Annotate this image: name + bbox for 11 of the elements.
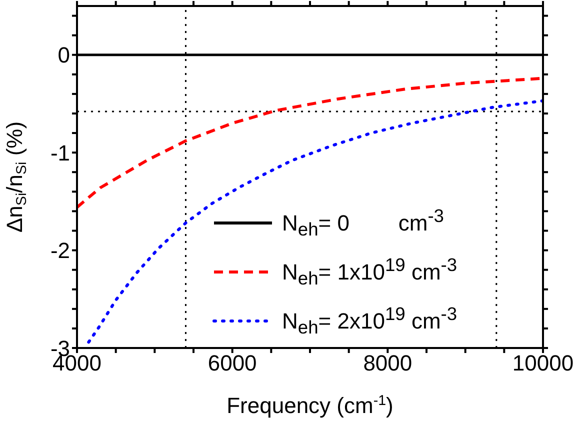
line-series <box>87 99 543 344</box>
x-tick-label: 6000 <box>208 350 257 376</box>
x-tick-label: 10000 <box>512 350 574 376</box>
legend-label: N$_{eh}$= 0 cm$^{-3}$ <box>282 204 444 240</box>
x-tick-label: 8000 <box>363 350 412 376</box>
legend-label: N$_{eh}$= 1x10$^{19}$ cm$^{-3}$ <box>282 254 458 290</box>
legend-label: N$_{eh}$= 2x10$^{19}$ cm$^{-3}$ <box>282 302 458 338</box>
x-axis-title: Frequency (cm$^{-1}$) <box>226 393 394 418</box>
y-tick-label: -2 <box>50 238 70 264</box>
y-tick-label: 0 <box>58 42 70 68</box>
y-tick-label: -1 <box>50 140 70 166</box>
